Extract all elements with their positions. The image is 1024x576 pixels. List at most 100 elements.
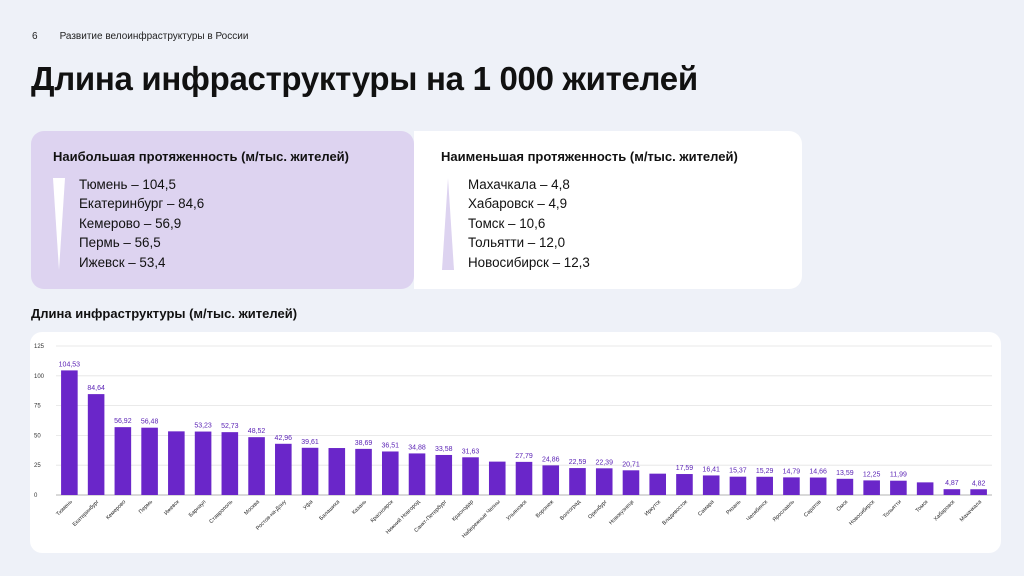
bar [970,489,987,495]
x-tick-label: Балашиха [318,499,341,522]
wedge-up-icon [442,178,454,270]
bar [863,480,880,495]
bar [87,394,105,495]
list-item: Пермь – 56,5 [79,235,161,251]
x-tick-label: Владивосток [661,499,689,527]
bar-value-label: 33,58 [435,446,453,453]
lowest-list: Махачкала – 4,8 Хабаровск – 4,9 Томск – … [468,175,590,272]
bar-value-label: 42,96 [275,435,293,442]
bar [702,475,720,495]
bar [355,448,372,495]
page-header: 6 Развитие велоинфраструктуры в России [32,31,248,42]
page-number: 6 [32,31,38,42]
x-tick-label: Ставрополь [208,499,234,525]
x-tick-label: Краснодар [451,499,475,523]
bar [649,473,667,495]
bar-value-label: 4,87 [945,480,959,487]
highest-list: Тюмень – 104,5 Екатеринбург – 84,6 Кемер… [79,175,204,272]
lowest-card: Наименьшая протяженность (м/тыс. жителей… [414,131,802,289]
x-tick-label: Рязань [725,499,742,516]
list-item: Томск – 10,6 [468,215,546,231]
y-tick-label: 75 [34,404,41,410]
x-tick-label: Саратов [803,499,823,519]
bar-value-label: 31,63 [462,448,480,455]
bar-value-label: 13,59 [836,470,854,477]
bar [595,468,613,495]
bar-value-label: 48,52 [248,428,266,435]
bar [141,427,158,495]
bar [462,457,479,495]
bar-chart: 0 25 50 75 100 125 104,53 Тюмень 84,64 Екатеринбу… [34,344,992,540]
y-tick-label: 125 [34,344,45,350]
bar-value-label: 20,71 [622,461,640,468]
bar-value-label: 22,59 [569,459,587,466]
y-tick-label: 25 [34,463,41,469]
bar-value-label: 56,48 [141,419,159,426]
x-tick-label: Новосибирск [848,499,876,527]
bar-value-label: 17,59 [676,465,694,472]
x-tick-label: Томск [915,499,930,514]
bar [381,451,399,495]
chart-title: Длина инфраструктуры (м/тыс. жителей) [31,306,298,321]
bar-value-label: 12,25 [863,471,881,478]
bar-value-label: 39,61 [301,439,319,446]
bar [61,370,78,495]
bar [809,477,827,495]
page-title: Длина инфраструктуры на 1 000 жителей [31,60,698,97]
bar-value-label: 22,39 [595,459,613,466]
highest-card: Наибольшая протяженность (м/тыс. жителей… [31,131,414,289]
bar-value-label: 11,99 [890,472,907,479]
bar [248,437,265,495]
wedge-down-icon [53,178,65,270]
x-tick-label: Тольятти [882,499,903,520]
bar-value-label: 15,37 [729,468,747,475]
x-tick-label: Кемерово [105,499,127,521]
bar-value-label: 27,79 [515,453,533,460]
bar-value-label: 24,86 [542,456,560,463]
x-tick-label: Волгоград [559,499,582,522]
x-tick-label: Самара [697,499,716,518]
x-tick-label: Хабаровск [933,499,957,523]
bar [435,454,453,495]
bar [783,477,800,495]
bar [194,431,212,495]
bar [114,427,132,495]
bar [168,431,185,495]
x-tick-label: Воронеж [535,499,555,519]
list-item: Новосибирск – 12,3 [468,254,590,270]
bar [488,461,506,495]
bar-value-label: 14,66 [809,469,827,476]
x-tick-label: Оренбург [587,499,608,520]
lowest-heading: Наименьшая протяженность (м/тыс. жителей… [441,149,738,164]
y-tick-label: 100 [34,374,45,380]
bar [221,432,239,495]
list-item: Тюмень – 104,5 [79,177,176,192]
bar-value-label: 36,51 [382,442,400,449]
bar [756,476,773,495]
x-tick-label: Пермь [138,499,154,515]
bar-value-label: 52,73 [221,423,239,430]
x-tick-label: Иркутск [644,499,663,518]
x-tick-label: Барнаул [188,499,208,519]
bar [275,443,292,495]
list-item: Тольятти – 12,0 [468,235,566,251]
list-item: Хабаровск – 4,9 [468,196,568,212]
bar-value-label: 14,79 [783,468,801,475]
y-tick-label: 50 [34,433,41,439]
x-tick-label: Махачкала [959,499,984,524]
bar-value-label: 104,53 [59,361,81,368]
y-tick-label: 0 [34,493,38,499]
list-item: Ижевск – 53,4 [79,254,166,270]
bar [676,474,693,495]
bar [890,480,907,495]
x-tick-label: Уфа [302,499,315,512]
list-item: Кемерово – 56,9 [79,215,182,231]
bar [622,470,640,495]
bar [301,447,319,495]
bar [836,478,854,495]
x-tick-label: Красноярск [370,499,395,524]
section-title: Развитие велоинфраструктуры в России [59,31,249,42]
bar-value-label: 15,29 [756,468,774,475]
bar [943,489,961,495]
list-item: Екатеринбург – 84,6 [79,196,205,212]
